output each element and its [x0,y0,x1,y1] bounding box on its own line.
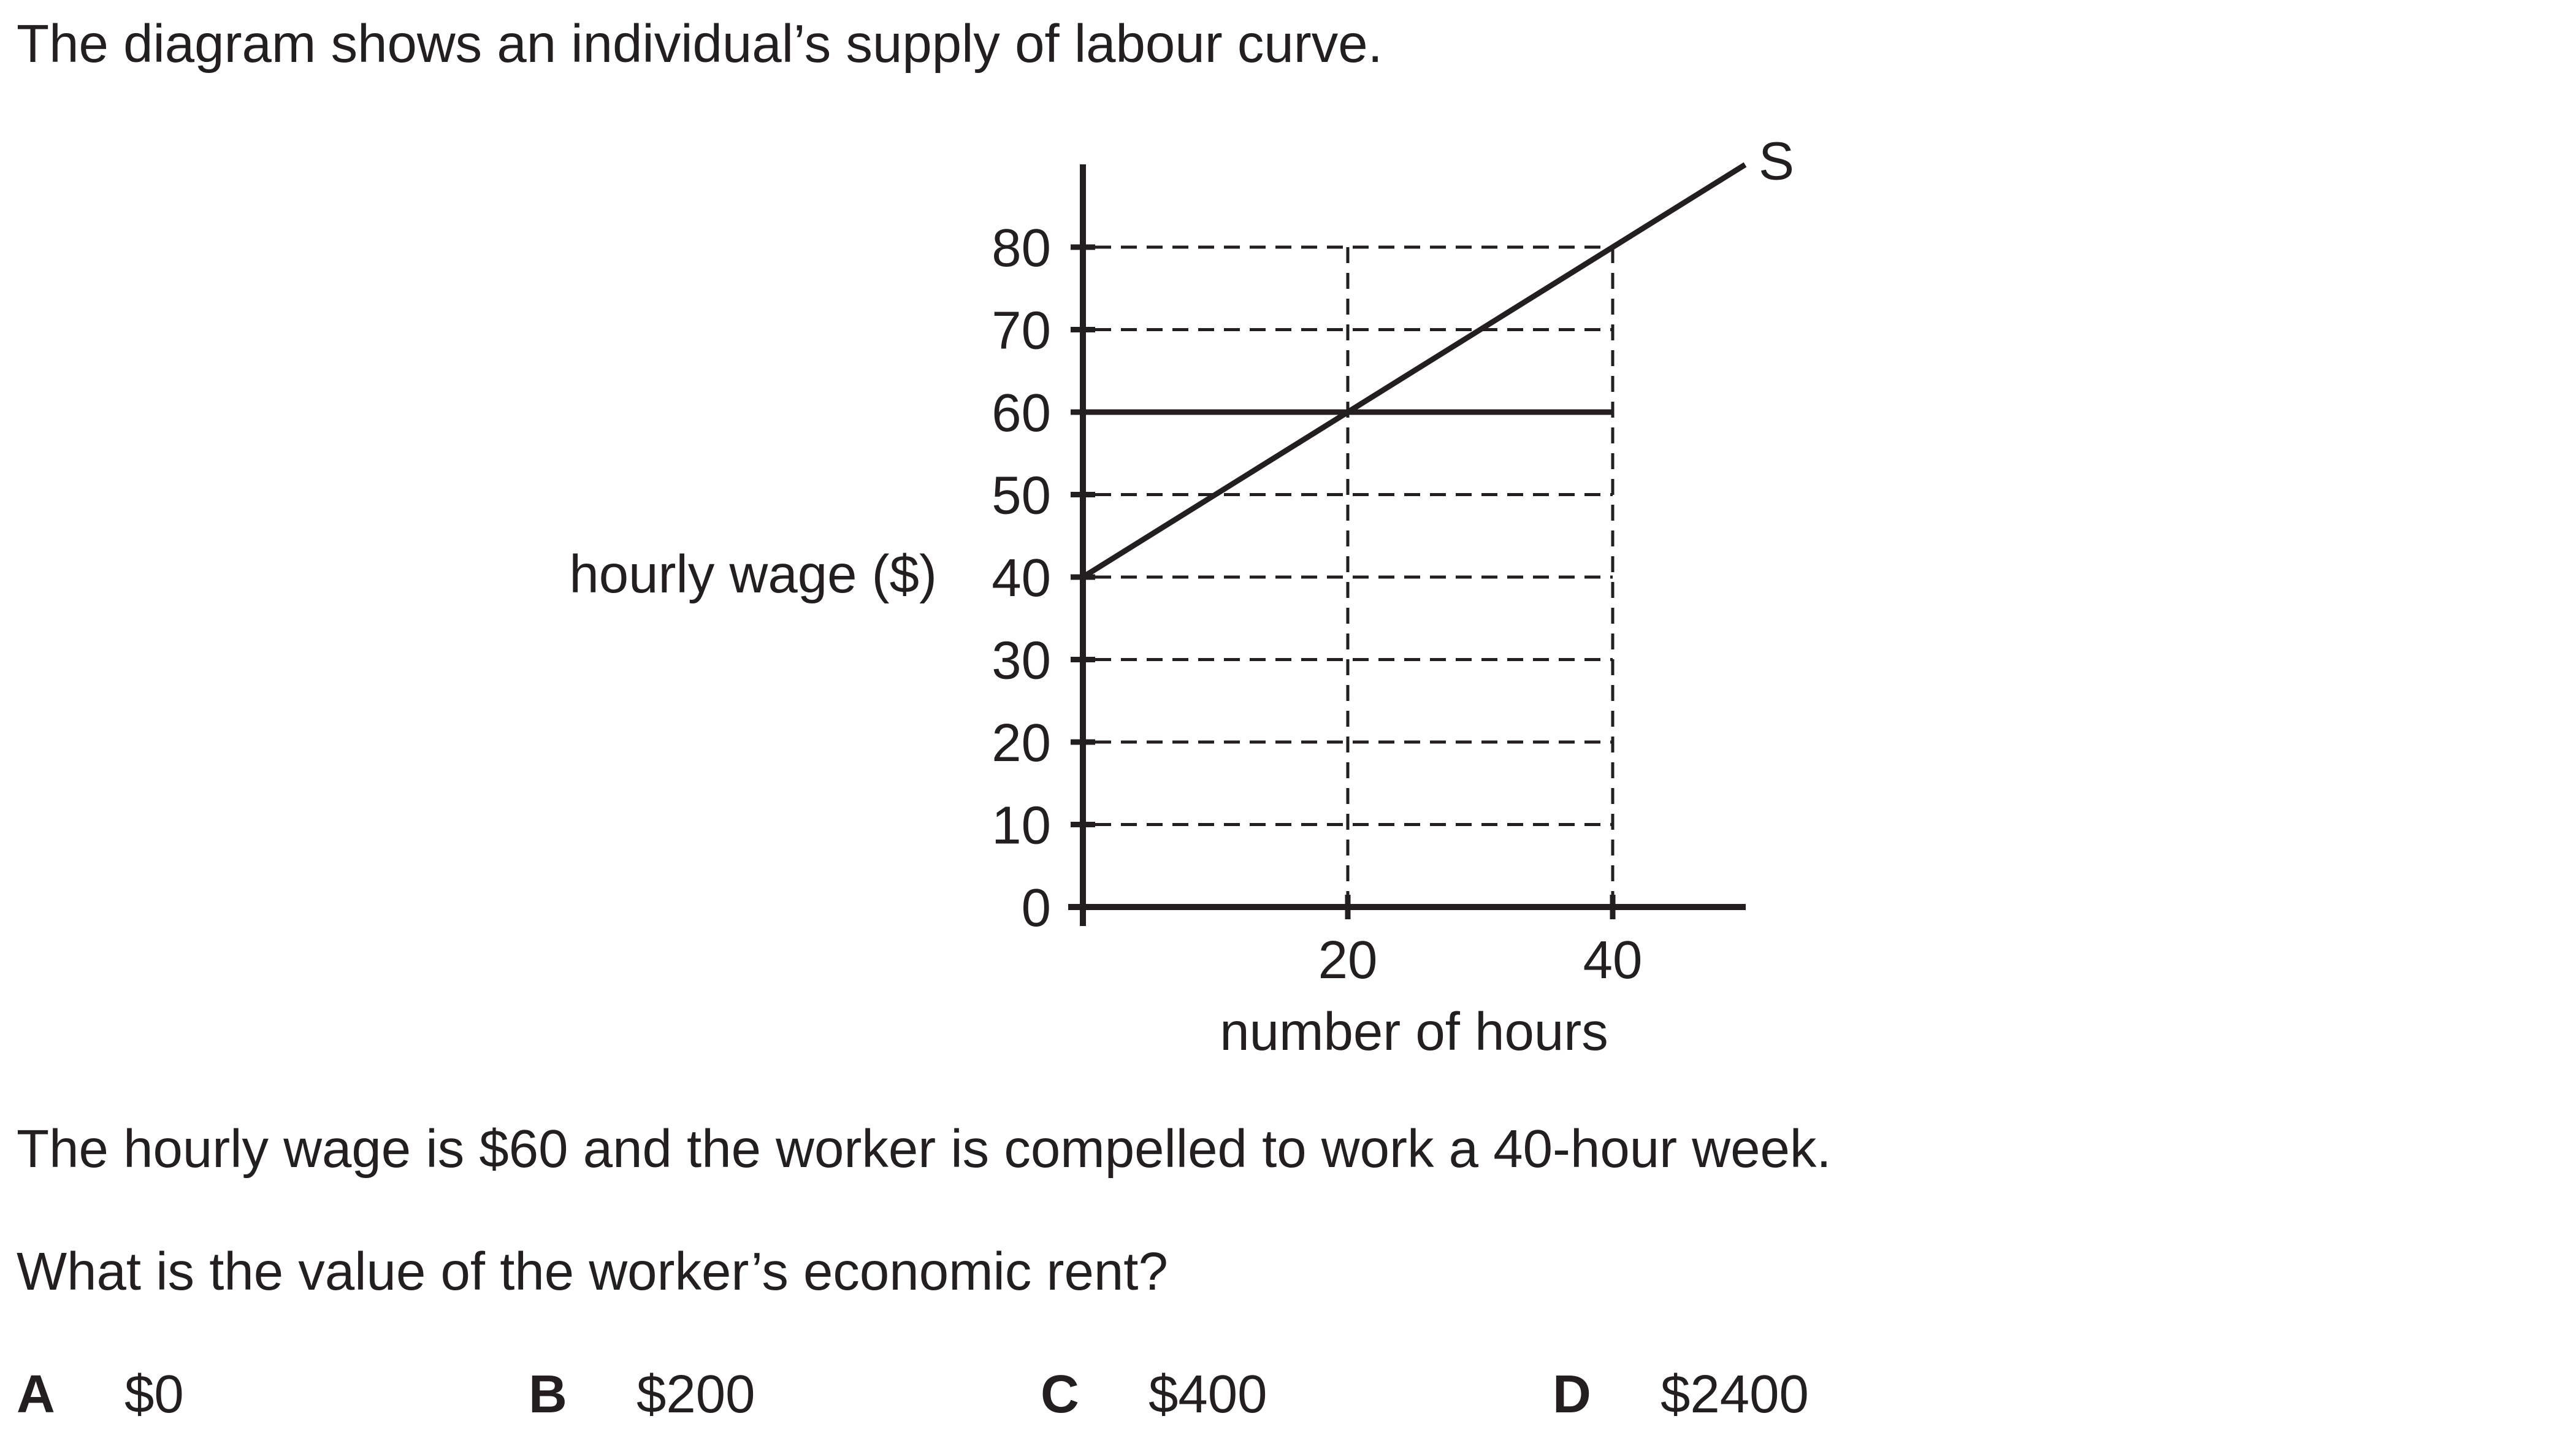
gridlines [1095,245,1615,907]
y-tick-label: 60 [992,383,1051,443]
option-letter: C [1041,1365,1079,1424]
ticks [1071,244,1616,919]
option-value: $2400 [1661,1365,1809,1424]
y-tick-label: 40 [992,548,1051,608]
y-tick-label: 50 [992,466,1051,526]
y-tick-label: 10 [992,796,1051,855]
series [1081,162,1747,580]
y-tick-label: 70 [992,301,1051,361]
supply-curve [1081,162,1747,580]
y-tick-label: 0 [1022,878,1051,938]
option-value: $400 [1148,1365,1267,1424]
axes [1068,164,1746,926]
labels: hourly wage ($) number of hours 0 10 20 30 4… [569,132,1794,1062]
option-letter: A [17,1365,55,1424]
question-info: The hourly wage is $60 and the worker is… [17,1119,1832,1179]
option-value: $200 [636,1365,755,1424]
x-tick-label: 40 [1583,930,1643,990]
option-letter: D [1553,1365,1591,1424]
supply-of-labour-chart: hourly wage ($) number of hours 0 10 20 30 4… [569,132,1794,1062]
y-tick-label: 20 [992,713,1051,773]
question-intro: The diagram shows an individual’s supply… [17,14,1383,74]
y-axis-label: hourly wage ($) [569,545,937,604]
question-prompt: What is the value of the worker’s econom… [17,1242,1168,1301]
y-tick-label: 80 [992,218,1051,278]
supply-curve-label: S [1759,132,1794,191]
option-value: $0 [124,1365,184,1424]
x-axis-label: number of hours [1220,1002,1608,1062]
option-letter: B [529,1365,567,1424]
x-tick-label: 20 [1318,930,1378,990]
y-tick-label: 30 [992,631,1051,691]
